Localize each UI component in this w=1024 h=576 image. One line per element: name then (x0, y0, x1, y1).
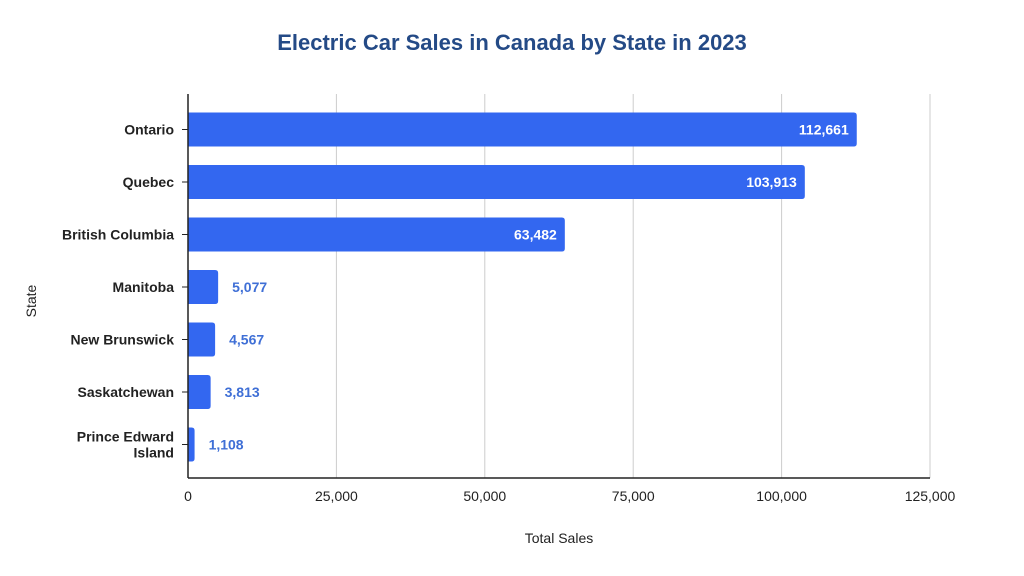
data-label: 112,661 (799, 122, 849, 138)
bar (188, 165, 805, 199)
bar (188, 322, 216, 357)
category-label: Saskatchewan (78, 384, 175, 400)
bar (188, 427, 195, 462)
category-label: Manitoba (113, 279, 175, 295)
category-label: British Columbia (62, 227, 174, 243)
bar (188, 375, 211, 409)
data-label: 4,567 (229, 332, 264, 348)
data-label: 3,813 (225, 384, 260, 400)
chart-title: Electric Car Sales in Canada by State in… (277, 30, 747, 55)
data-label: 1,108 (209, 437, 244, 453)
x-tick-label: 125,000 (905, 488, 956, 504)
x-tick-label: 0 (184, 488, 192, 504)
bars (188, 112, 857, 462)
data-label: 103,913 (746, 174, 797, 190)
data-label: 5,077 (232, 279, 267, 295)
category-label: Prince Edward Island (77, 429, 174, 461)
category-label: Quebec (123, 174, 175, 190)
x-axis-title: Total Sales (525, 530, 593, 546)
grid-lines (335, 94, 931, 478)
y-axis-title: State (23, 284, 39, 317)
category-label: Ontario (124, 122, 174, 138)
category-label: New Brunswick (71, 332, 175, 348)
bar (188, 270, 219, 304)
labels: 0 25,000 50,000 75,000 100,000 125,000 Ontario… (62, 122, 956, 505)
x-tick-label: 25,000 (315, 488, 358, 504)
x-tick-label: 50,000 (463, 488, 506, 504)
bar (188, 112, 857, 147)
x-tick-label: 75,000 (612, 488, 655, 504)
axes (182, 94, 930, 479)
bar (188, 217, 565, 252)
x-tick-label: 100,000 (756, 488, 807, 504)
data-label: 63,482 (514, 227, 557, 243)
